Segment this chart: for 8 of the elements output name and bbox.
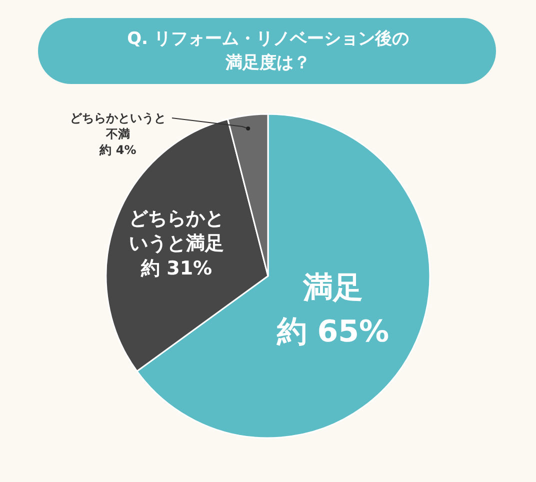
slice-label: どちらかというと不満 <box>70 111 166 141</box>
data-label: 約 31% <box>140 258 212 280</box>
data-label: 約 65% <box>276 314 390 350</box>
title: Q. リフォーム・リノベーション後の満足度は？ <box>38 18 496 84</box>
data-label: 約 4% <box>98 143 136 157</box>
slice-label: どちらかというと満足 <box>129 208 224 255</box>
chart-title: Q. リフォーム・リノベーション後の満足度は？ <box>127 29 409 73</box>
slice-label: 満足 <box>302 270 363 306</box>
